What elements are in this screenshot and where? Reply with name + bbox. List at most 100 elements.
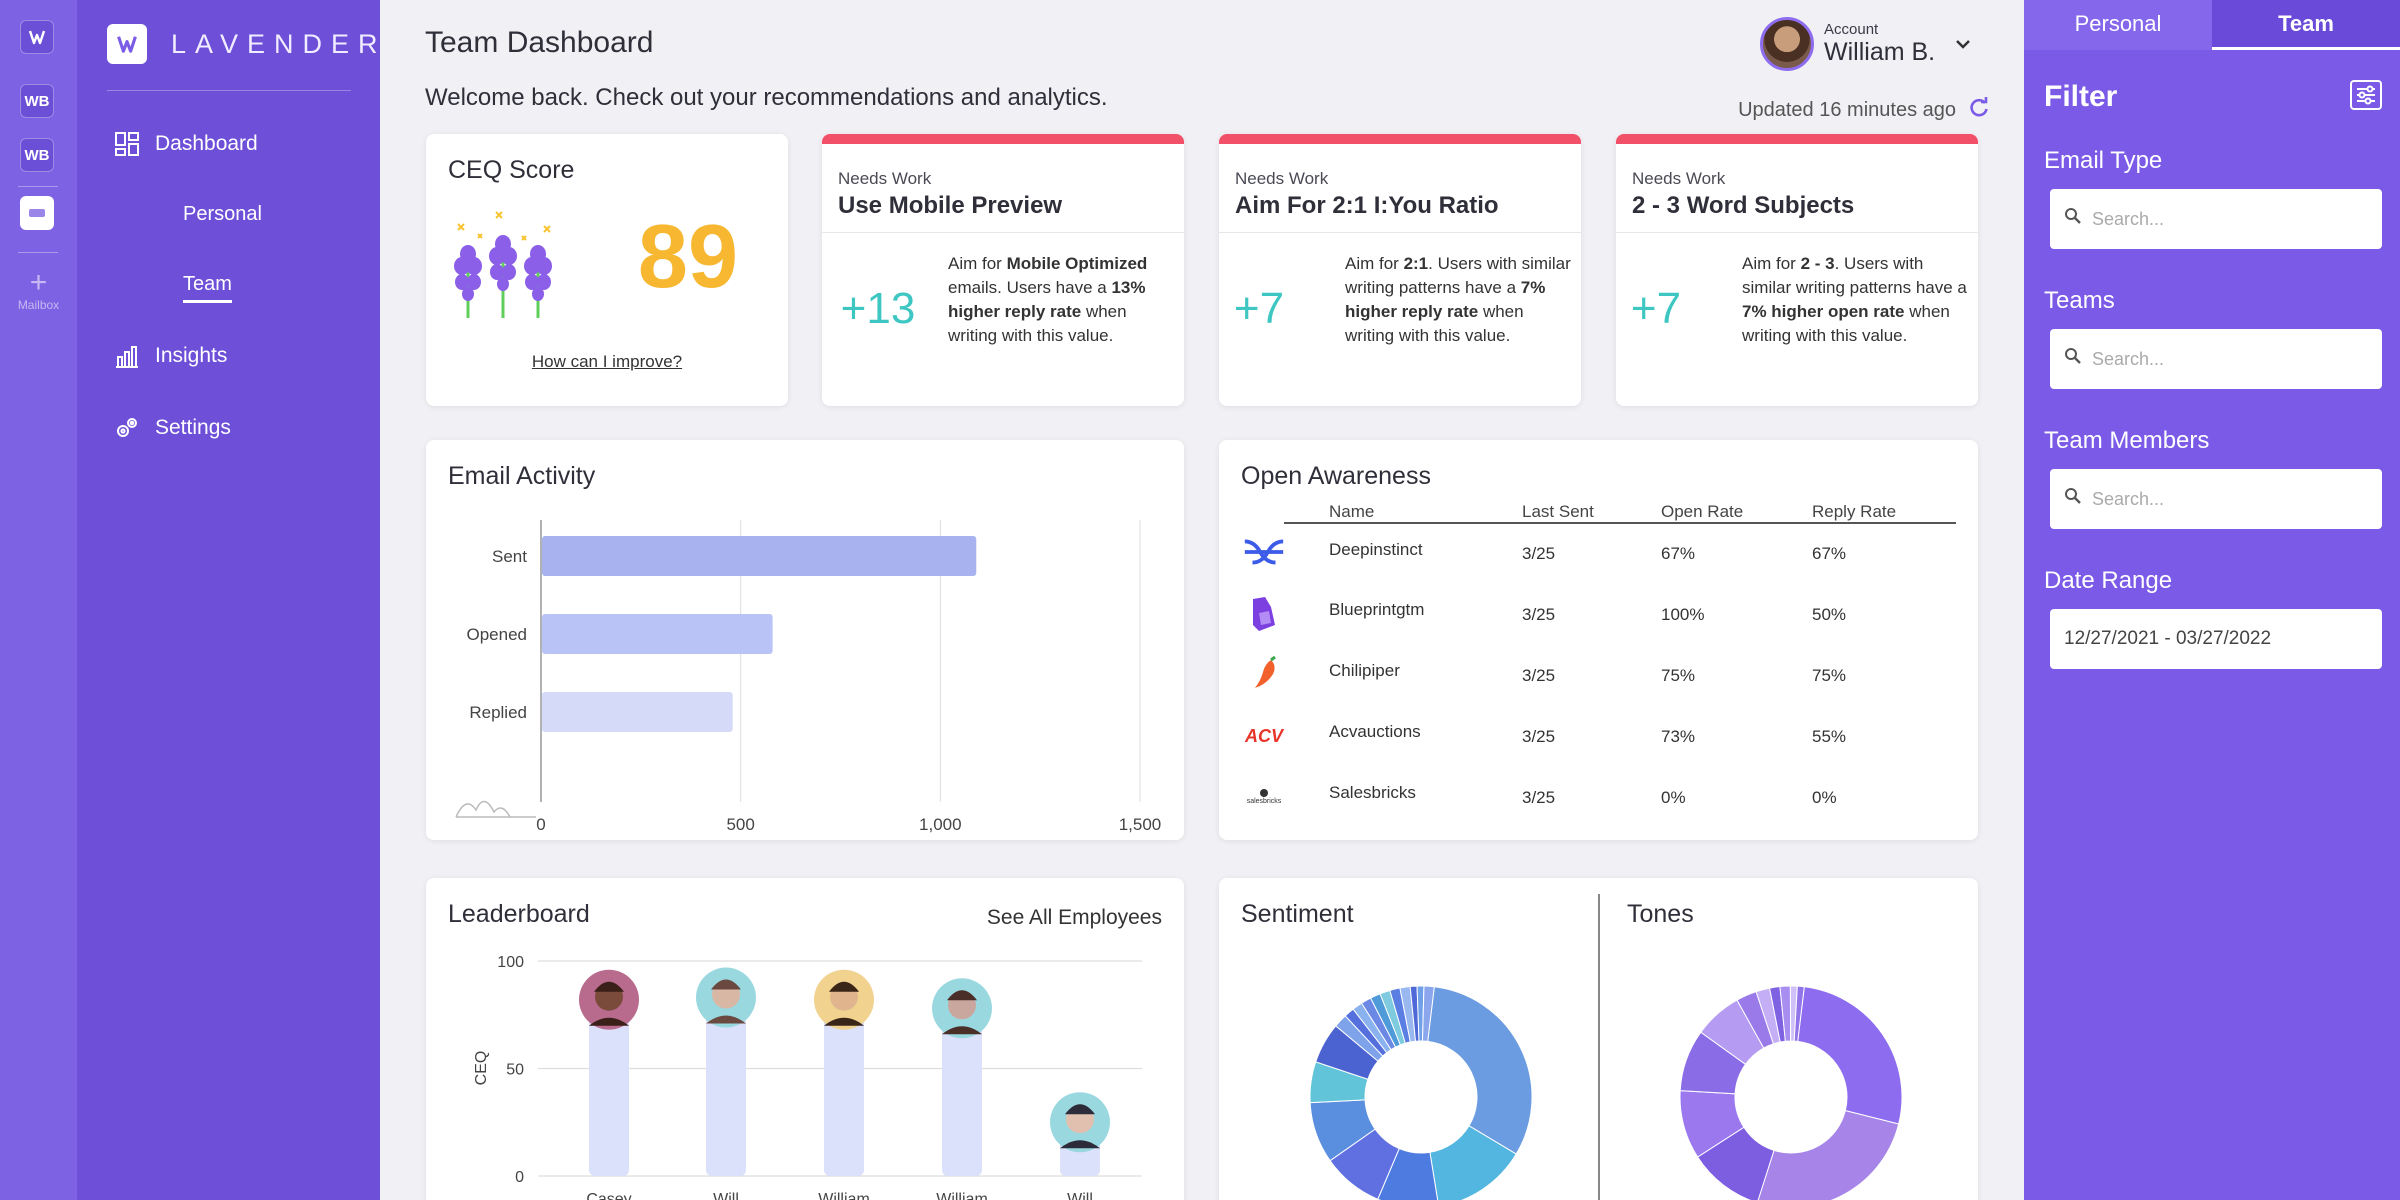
row-open-rate: 67% bbox=[1661, 544, 1696, 563]
plus-icon: + bbox=[29, 266, 48, 299]
avatar-shoulders bbox=[706, 1015, 746, 1024]
deepinstinct-logo-icon bbox=[1241, 532, 1287, 572]
avatar-shoulders bbox=[1060, 1140, 1100, 1149]
filter-settings-icon[interactable] bbox=[2350, 80, 2382, 110]
email-type-label: Email Type bbox=[2044, 147, 2163, 174]
category-label: Sent bbox=[492, 547, 527, 566]
search-placeholder: Search... bbox=[2092, 348, 2165, 369]
add-mailbox-button[interactable]: + Mailbox bbox=[0, 266, 77, 313]
sidebar-item-personal[interactable]: Personal bbox=[183, 203, 262, 225]
avatar-shoulders bbox=[589, 1017, 629, 1026]
mailbox-logo-icon[interactable] bbox=[20, 196, 54, 230]
employee-avatar bbox=[696, 967, 756, 1028]
sentiment-slice bbox=[1429, 1125, 1517, 1200]
table-header-rule bbox=[1284, 522, 1956, 524]
ceq-score-value: 89 bbox=[637, 207, 738, 307]
open-awareness-title: Open Awareness bbox=[1241, 462, 1431, 490]
tab-team[interactable]: Team bbox=[2212, 0, 2400, 50]
date-range-input[interactable]: 12/27/2021 - 03/27/2022 bbox=[2050, 609, 2382, 669]
rec-divider bbox=[1616, 232, 1978, 233]
row-reply-rate: 0% bbox=[1812, 788, 1837, 807]
x-tick-label: Casey bbox=[586, 1191, 631, 1200]
lavender-app-icon[interactable] bbox=[20, 20, 54, 54]
sidebar-item-settings[interactable]: Settings bbox=[113, 414, 231, 442]
sentiment-slice bbox=[1427, 986, 1533, 1155]
rec-divider bbox=[822, 232, 1184, 233]
row-last-sent: 3/25 bbox=[1522, 605, 1556, 624]
date-range-label: Date Range bbox=[2044, 567, 2173, 594]
sidebar-item-dashboard[interactable]: Dashboard bbox=[113, 130, 258, 158]
search-icon bbox=[2064, 347, 2082, 371]
sidebar-item-team[interactable]: Team bbox=[183, 273, 232, 303]
avatar-hair bbox=[594, 981, 624, 992]
column-header-reply-rate: Reply Rate bbox=[1812, 502, 1897, 521]
page-title: Team Dashboard bbox=[425, 26, 654, 59]
tones-slice bbox=[1797, 986, 1903, 1125]
rec-title: 2 - 3 Word Subjects bbox=[1632, 192, 1855, 219]
row-reply-rate: 50% bbox=[1812, 605, 1847, 624]
add-mailbox-label: Mailbox bbox=[17, 298, 60, 312]
bar bbox=[542, 536, 977, 576]
salesbricks-logo-icon: salesbricks bbox=[1241, 776, 1287, 816]
email-type-search[interactable]: Search... bbox=[2050, 189, 2382, 249]
brand[interactable]: LAVENDER bbox=[107, 24, 387, 64]
tones-slice bbox=[1793, 985, 1805, 1042]
leaderboard-title: Leaderboard bbox=[448, 900, 590, 928]
salesbricks-logo-text: salesbricks bbox=[1246, 797, 1282, 805]
x-tick-label: Will bbox=[713, 1191, 739, 1200]
tab-personal[interactable]: Personal bbox=[2024, 0, 2212, 50]
row-name: Blueprintgtm bbox=[1329, 600, 1425, 619]
tones-title: Tones bbox=[1627, 900, 1694, 928]
y-tick-label: 100 bbox=[497, 954, 524, 971]
filter-panel: Personal Team Filter Email Type Search..… bbox=[2024, 0, 2400, 1200]
recommendation-card[interactable]: Needs Work Use Mobile Preview +13 Aim fo… bbox=[822, 134, 1184, 406]
scope-tabs: Personal Team bbox=[2024, 0, 2400, 50]
row-name: Chilipiper bbox=[1329, 661, 1400, 680]
row-open-rate: 0% bbox=[1661, 788, 1686, 807]
x-tick-label: 500 bbox=[726, 815, 754, 834]
teams-search[interactable]: Search... bbox=[2050, 329, 2382, 389]
x-tick-label: William bbox=[818, 1191, 870, 1200]
bar-chart-icon bbox=[113, 342, 141, 370]
last-updated: Updated 16 minutes ago bbox=[1738, 96, 1990, 125]
row-last-sent: 3/25 bbox=[1522, 666, 1556, 685]
row-last-sent: 3/25 bbox=[1522, 544, 1556, 563]
how-can-i-improve-link[interactable]: How can I improve? bbox=[531, 352, 683, 371]
row-last-sent: 3/25 bbox=[1522, 788, 1556, 807]
email-activity-chart: 0 500 1,000 1,500 Sent Opened Replied bbox=[455, 520, 1161, 834]
rec-title: Use Mobile Preview bbox=[838, 192, 1063, 219]
bar bbox=[706, 997, 746, 1176]
avatar-hair bbox=[711, 979, 741, 990]
team-members-label: Team Members bbox=[2044, 427, 2210, 454]
rec-value: +7 bbox=[1630, 284, 1682, 333]
lavender-logo-icon bbox=[107, 24, 147, 64]
open-awareness-card: Open Awareness Name Last Sent Open Rate … bbox=[1219, 440, 1978, 840]
column-header-open-rate: Open Rate bbox=[1661, 502, 1744, 521]
search-icon bbox=[2064, 487, 2082, 511]
mailbox-wb-1[interactable]: WB bbox=[20, 84, 54, 118]
y-tick-label: 0 bbox=[515, 1169, 524, 1186]
row-name: Deepinstinct bbox=[1329, 540, 1423, 559]
recommendation-card[interactable]: Needs Work 2 - 3 Word Subjects +7 Aim fo… bbox=[1616, 134, 1978, 406]
team-members-search[interactable]: Search... bbox=[2050, 469, 2382, 529]
sidebar: LAVENDER Dashboard Personal Team Insight… bbox=[77, 0, 380, 1200]
recommendation-card[interactable]: Needs Work Aim For 2:1 I:You Ratio +7 Ai… bbox=[1219, 134, 1581, 406]
bar bbox=[542, 692, 733, 732]
account-menu[interactable]: Account William B. bbox=[1760, 17, 1971, 71]
sidebar-item-label: Settings bbox=[155, 416, 231, 439]
column-header-last-sent: Last Sent bbox=[1522, 502, 1594, 521]
row-reply-rate: 67% bbox=[1812, 544, 1847, 563]
main-content: Team Dashboard Welcome back. Check out y… bbox=[380, 0, 2024, 1200]
blueprintgtm-logo-icon bbox=[1241, 594, 1287, 634]
x-tick-label: 1,000 bbox=[919, 815, 962, 834]
search-icon bbox=[2064, 207, 2082, 231]
account-name: William B. bbox=[1824, 38, 1936, 66]
refresh-icon[interactable] bbox=[1968, 96, 1990, 125]
rec-divider bbox=[1219, 232, 1581, 233]
dashboard-icon bbox=[113, 130, 141, 158]
sidebar-item-insights[interactable]: Insights bbox=[113, 342, 227, 370]
see-all-employees-link[interactable]: See All Employees bbox=[986, 906, 1162, 929]
mailbox-wb-2[interactable]: WB bbox=[20, 138, 54, 172]
row-open-rate: 73% bbox=[1661, 727, 1696, 746]
chevron-down-icon[interactable] bbox=[1955, 33, 1971, 56]
